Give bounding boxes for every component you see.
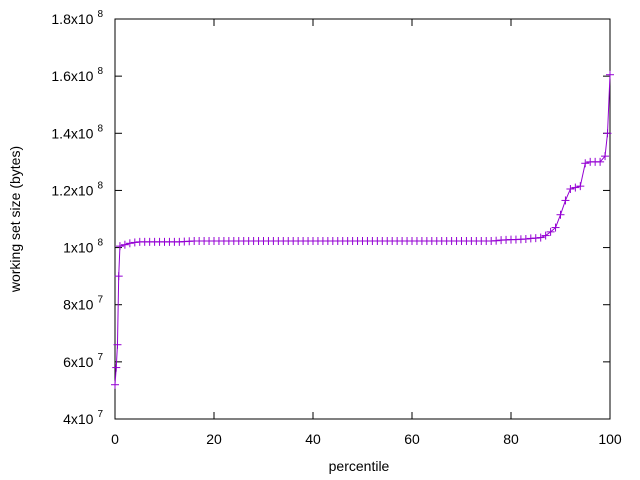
data-point [113, 340, 122, 349]
y-tick-mantissa: 1.4x10 [51, 125, 93, 141]
data-point [571, 183, 580, 192]
series-line [114, 74, 611, 385]
y-tick-exponent: 8 [97, 66, 103, 77]
data-point [125, 239, 134, 248]
plot-frame [114, 18, 611, 420]
data-point [541, 231, 550, 240]
y-tick-exponent: 8 [97, 180, 103, 191]
data-point [566, 185, 575, 193]
y-axis-title: working set size (bytes) [7, 146, 23, 293]
data-point [561, 196, 570, 205]
y-tick-label: 1.4x10 8 [51, 123, 103, 141]
y-tick-mantissa: 1x10 [63, 240, 94, 256]
data-point [120, 240, 129, 249]
data-point [606, 70, 614, 79]
x-axis-title: percentile [329, 458, 390, 474]
data-point [551, 223, 560, 232]
y-tick-mantissa: 1.6x10 [51, 68, 93, 84]
data-point [115, 242, 124, 251]
data-point [576, 182, 585, 191]
data-point [556, 210, 565, 219]
y-tick-exponent: 8 [97, 123, 103, 134]
y-tick-mantissa: 1.2x10 [51, 182, 93, 198]
y-tick-label: 1.6x10 8 [51, 66, 103, 84]
y-tick-mantissa: 4x10 [63, 411, 94, 427]
y-tick-mantissa: 6x10 [63, 354, 94, 370]
y-tick-label: 4x10 7 [63, 409, 103, 427]
y-tick-exponent: 8 [97, 238, 103, 249]
y-tick-mantissa: 8x10 [63, 297, 94, 313]
data-point [111, 380, 119, 389]
data-point [114, 272, 123, 281]
data-point [596, 157, 605, 166]
x-tick-label: 20 [206, 431, 222, 447]
y-tick-label: 1.8x10 8 [51, 9, 103, 27]
data-point [130, 238, 139, 247]
x-tick-label: 60 [404, 431, 420, 447]
data-point [531, 234, 540, 243]
data-point [546, 227, 555, 236]
data-point [521, 235, 530, 243]
data-point [601, 152, 610, 161]
data-point [581, 159, 590, 168]
x-tick-label: 80 [503, 431, 519, 447]
x-tick-label: 100 [598, 431, 622, 447]
y-tick-exponent: 7 [97, 409, 103, 420]
x-axis: 0 20 40 60 80 100 [111, 19, 622, 447]
data-point [112, 363, 121, 372]
x-tick-label: 0 [111, 431, 119, 447]
data-point [492, 236, 501, 245]
y-tick-exponent: 8 [97, 9, 103, 20]
data-point [603, 129, 612, 138]
x-tick-label: 40 [305, 431, 321, 447]
data-point [536, 233, 545, 242]
y-tick-label: 1.2x10 8 [51, 180, 103, 198]
y-tick-label: 8x10 7 [63, 295, 103, 313]
series-layer [111, 70, 614, 389]
y-tick-exponent: 7 [97, 295, 103, 306]
y-tick-label: 1x10 8 [63, 238, 103, 256]
y-tick-exponent: 7 [97, 352, 103, 363]
y-tick-mantissa: 1.8x10 [51, 11, 93, 27]
y-tick-label: 6x10 7 [63, 352, 103, 370]
